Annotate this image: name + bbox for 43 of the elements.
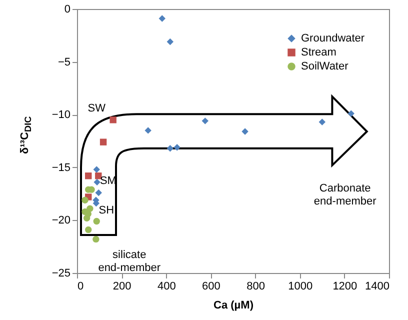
- point: [95, 189, 102, 196]
- point: [144, 127, 152, 134]
- y-tick-label: −5: [58, 56, 70, 68]
- point: [318, 118, 326, 126]
- point: [83, 214, 90, 222]
- x-tick-label: 200: [112, 280, 132, 292]
- annotation: silicate end-member: [98, 249, 161, 274]
- x-tick-label: 0: [78, 280, 84, 292]
- legend-label: Stream: [301, 46, 336, 58]
- point: [174, 144, 180, 151]
- annotation: Carbonate end-member: [314, 182, 377, 208]
- x-tick-label: 400: [157, 280, 176, 292]
- annotation: SH: [98, 204, 114, 217]
- y-tick-label: −10: [52, 109, 70, 122]
- point: [94, 178, 100, 186]
- point: [82, 196, 88, 204]
- point: [202, 118, 208, 124]
- y-tick-label: −25: [52, 268, 70, 280]
- legend-label: Groundwater: [301, 32, 365, 44]
- y-tick-label: −20: [52, 214, 70, 227]
- point: [93, 218, 100, 225]
- point: [85, 172, 92, 180]
- point: [348, 110, 354, 117]
- x-tick-label: 1000: [288, 280, 313, 292]
- annotation: SW: [88, 102, 106, 114]
- x-tick-label: 800: [246, 280, 265, 292]
- x-tick-label: 1400: [365, 280, 390, 292]
- point: [92, 236, 100, 243]
- legend-label: SoilWater: [301, 60, 349, 72]
- y-tick-label: −15: [52, 162, 70, 174]
- point: [110, 116, 116, 124]
- point: [166, 38, 174, 46]
- point: [93, 166, 100, 173]
- y-tick-label: 0: [64, 4, 70, 16]
- point: [100, 138, 107, 146]
- point: [95, 172, 102, 180]
- point: [242, 128, 248, 135]
- x-tick-label: 600: [202, 280, 220, 292]
- point: [166, 145, 174, 152]
- x-tick-label: 1200: [332, 280, 358, 292]
- x-axis-title: Ca (µM): [214, 300, 254, 312]
- point: [85, 226, 92, 234]
- point: [158, 15, 166, 22]
